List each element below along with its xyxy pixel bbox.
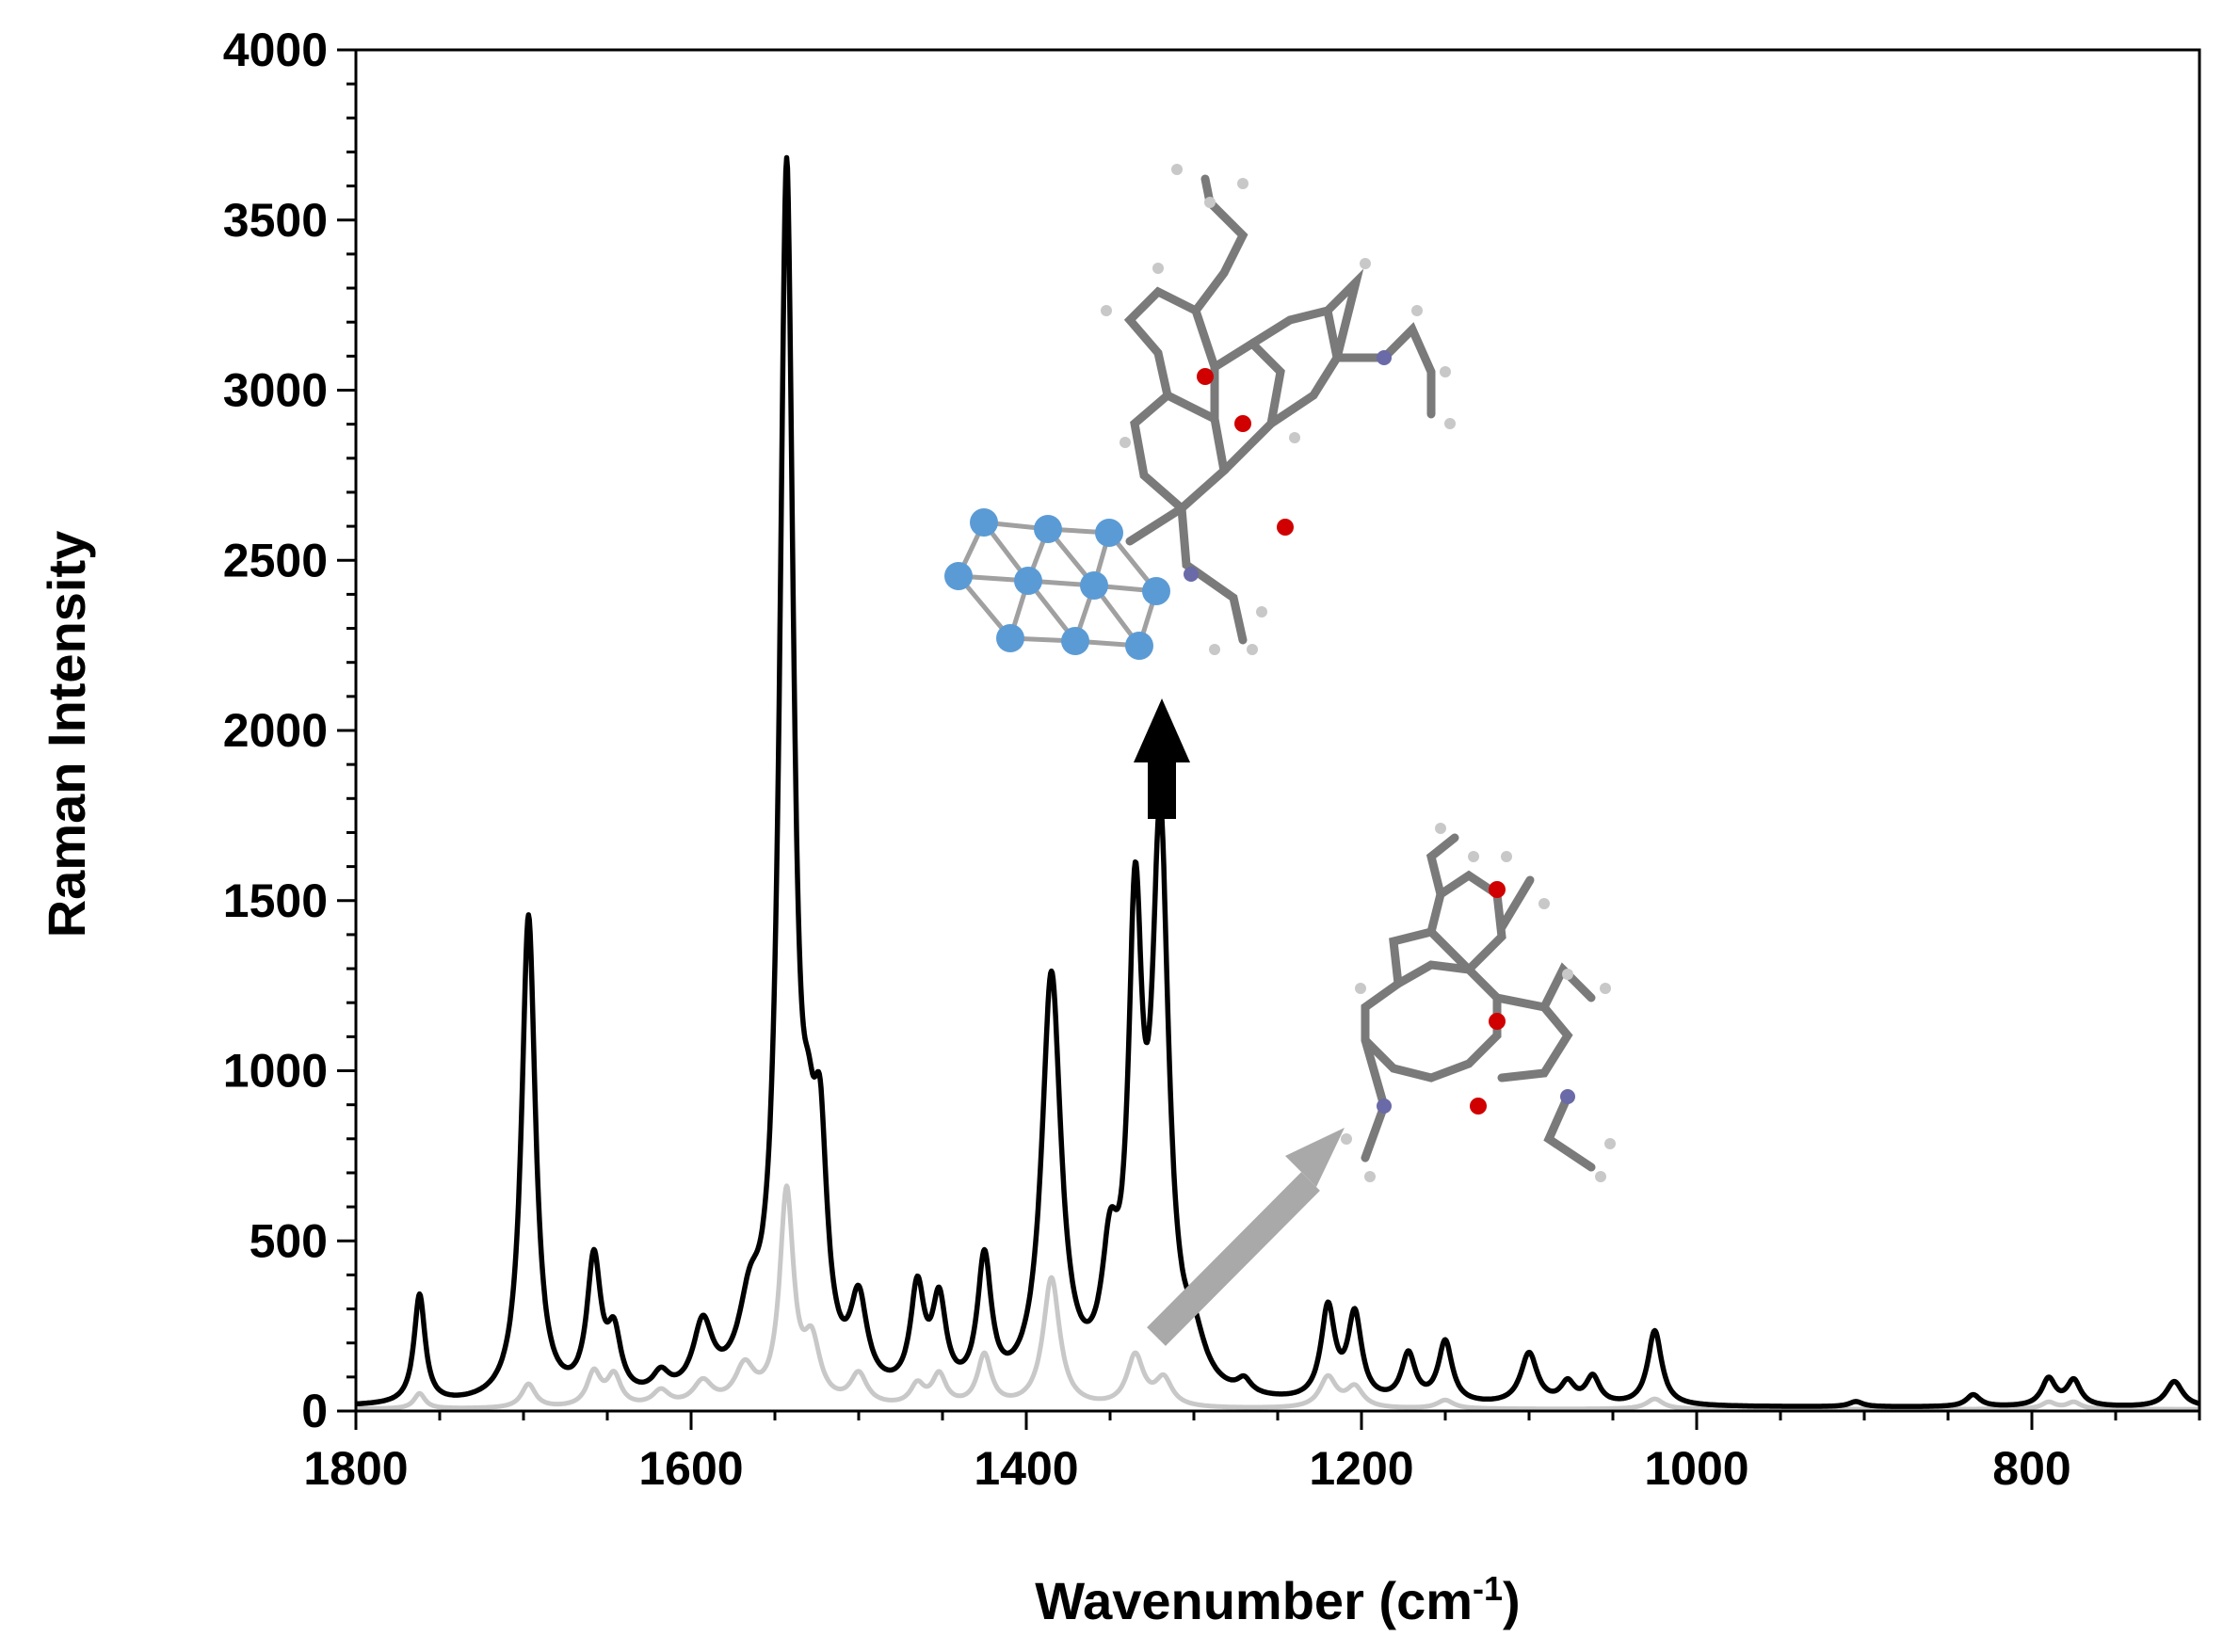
y-tick-label: 0 xyxy=(301,1385,328,1437)
series-line-gray xyxy=(354,1183,2201,1412)
y-tick-label: 2500 xyxy=(223,534,328,586)
x-tick-label: 1600 xyxy=(638,1442,743,1495)
y-tick-label: 2000 xyxy=(223,704,328,757)
y-axis-title: Raman Intensity xyxy=(37,531,96,938)
series-line-black xyxy=(354,154,2201,1409)
axis-tick-labels: 0 500 1000 1500 2000 2500 3000 3500 4000 1800 1600… xyxy=(223,24,2071,1495)
y-tick-label: 3500 xyxy=(223,194,328,247)
y-tick-label: 1500 xyxy=(223,874,328,927)
x-tick-label: 800 xyxy=(1992,1442,2070,1495)
x-axis-title-superscript: -1 xyxy=(1473,1569,1503,1608)
y-tick-label: 1000 xyxy=(223,1045,328,1098)
x-tick-label: 1000 xyxy=(1644,1442,1748,1495)
gray-diagonal-arrow xyxy=(1147,1128,1345,1346)
x-axis-title: Wavenumber (cm-1) xyxy=(1035,1569,1520,1630)
x-tick-label: 1800 xyxy=(303,1442,408,1495)
x-axis-title-main: Wavenumber (cm xyxy=(1035,1571,1473,1630)
x-tick-label: 1200 xyxy=(1309,1442,1413,1495)
black-up-arrow xyxy=(1134,698,1190,819)
y-tick-label: 4000 xyxy=(223,24,328,76)
x-tick-label: 1400 xyxy=(974,1442,1078,1495)
x-axis-title-close: ) xyxy=(1503,1571,1521,1630)
metal-cluster-image xyxy=(944,508,1170,660)
y-tick-label: 3000 xyxy=(223,364,328,417)
axis-ticks xyxy=(337,48,2201,1430)
molecule-adsorbed-image xyxy=(1101,164,1456,655)
molecule-free-image xyxy=(1341,823,1616,1182)
y-tick-label: 500 xyxy=(250,1214,328,1267)
